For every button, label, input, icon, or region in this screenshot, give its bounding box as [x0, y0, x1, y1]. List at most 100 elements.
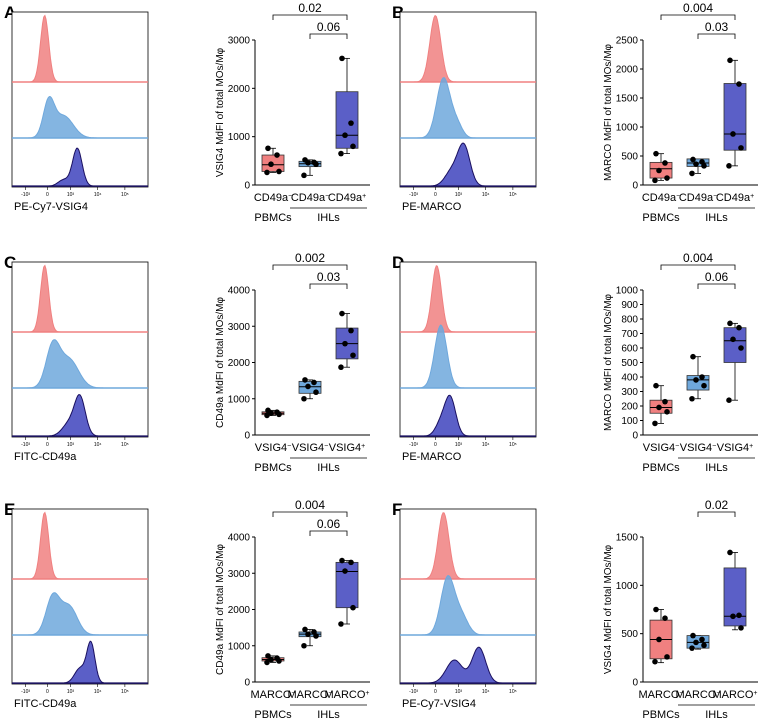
data-point	[264, 659, 270, 666]
histogram-tick-label: 0	[434, 442, 437, 448]
data-point	[653, 382, 659, 389]
group-label: PBMCs	[254, 709, 292, 721]
histogram-tick-label: 10⁴	[94, 192, 102, 198]
category-label: MARCO−	[250, 689, 295, 701]
significance-bracket	[697, 33, 736, 39]
y-tick-label: 2000	[228, 84, 251, 95]
data-point	[301, 395, 307, 402]
group-label: IHLs	[317, 462, 340, 474]
data-point	[264, 169, 270, 176]
data-point	[265, 145, 271, 152]
histogram-frame	[11, 508, 149, 685]
histogram-tick-label: 10⁵	[509, 689, 517, 695]
data-point	[693, 639, 699, 646]
y-tick-label: 4000	[228, 286, 251, 297]
negative-histogram-outline	[12, 95, 148, 139]
category-name: MARCO	[287, 689, 328, 701]
category-label: CD49a+	[328, 192, 366, 204]
data-point	[730, 131, 736, 137]
data-point	[653, 150, 659, 157]
category-name: VSIG4	[329, 442, 361, 454]
positive-histogram-outline	[12, 147, 148, 187]
histogram-tick-label: 10⁴	[482, 689, 490, 695]
data-point	[652, 420, 658, 427]
category-superscript: −	[675, 443, 679, 450]
data-point	[690, 156, 696, 163]
significance-bracket	[660, 264, 736, 270]
histogram-tick-label: 0	[46, 192, 49, 198]
histogram-tick-label: 10³	[67, 192, 75, 198]
positive-histogram	[400, 143, 536, 187]
category-superscript: −	[325, 193, 329, 200]
positive-histogram-outline	[12, 394, 148, 437]
y-tick-label: 2500	[616, 36, 639, 47]
category-name: MARCO	[324, 689, 365, 701]
data-point	[264, 412, 270, 419]
data-point	[350, 352, 356, 359]
histogram-frame	[399, 261, 537, 438]
panel-b: B-10³ 0 10³ 10⁴ 10⁵PE-MARCO05001000150020002…	[392, 1, 758, 224]
histogram-tick-label: 10⁵	[509, 442, 517, 448]
histogram: -10³ 0 10³ 10⁴ 10⁵	[11, 261, 149, 448]
pbmc-histogram	[12, 512, 148, 579]
pbmc-histogram-outline	[400, 265, 536, 333]
pbmc-histogram-outline	[12, 14, 148, 83]
negative-histogram	[400, 325, 536, 388]
histogram-tick-label: 10⁴	[482, 192, 490, 198]
category-name: CD49a	[679, 192, 714, 204]
positive-histogram	[12, 394, 148, 437]
histogram-tick-label: 0	[46, 689, 49, 695]
histogram-tick-label: 10⁵	[121, 689, 129, 695]
category-label: VSIG4+	[717, 442, 754, 454]
histogram-tick-label: 10⁵	[509, 192, 517, 198]
significance-bracket	[272, 14, 348, 20]
box-pos	[335, 561, 359, 609]
category-name: VSIG4	[643, 442, 675, 454]
data-point	[738, 345, 744, 351]
histogram-tick-label: 10³	[455, 442, 463, 448]
category-name: VSIG4	[680, 442, 712, 454]
pbmc-histogram-outline	[12, 511, 148, 580]
y-tick-label: 500	[621, 358, 638, 369]
y-tick-label: 0	[244, 431, 250, 442]
histogram-tick-label: 0	[46, 442, 49, 448]
data-point	[689, 395, 695, 402]
group-label: IHLs	[705, 709, 728, 721]
positive-histogram-outline	[400, 394, 536, 437]
pbmc-histogram	[12, 15, 148, 83]
p-value: 0.06	[317, 20, 341, 34]
y-tick-label: 700	[621, 329, 638, 340]
negative-histogram	[12, 339, 148, 388]
data-point	[656, 167, 662, 174]
positive-histogram-outline	[12, 640, 148, 684]
data-point	[736, 324, 742, 331]
panel-c: C-10³ 0 10³ 10⁴ 10⁵FITC-CD49a010002000300040…	[4, 251, 370, 474]
p-value: 0.03	[705, 20, 729, 34]
negative-histogram-outline	[400, 77, 536, 139]
y-tick-label: 0	[244, 181, 250, 192]
data-point	[301, 172, 307, 179]
category-superscript: +	[365, 690, 369, 697]
histogram: -10³ 0 10³ 10⁴ 10⁵	[11, 508, 149, 695]
pbmc-histogram	[12, 265, 148, 332]
data-point	[342, 568, 348, 574]
significance-bracket	[309, 530, 348, 536]
y-axis-label: VSIG4 MdFI of total MOs/Mφ	[603, 544, 614, 674]
p-value: 0.004	[683, 251, 713, 265]
data-point	[276, 658, 282, 664]
group-label: PBMCs	[254, 212, 292, 224]
category-superscript: −	[288, 193, 292, 200]
category-name: CD49a	[642, 192, 677, 204]
category-name: MARCO	[250, 689, 291, 701]
p-value: 0.02	[298, 1, 322, 15]
category-name: CD49a	[328, 192, 363, 204]
p-value: 0.004	[295, 498, 325, 512]
flow-axis-label: PE-Cy7-VSIG4	[14, 201, 88, 213]
data-point	[730, 613, 736, 620]
histogram-tick-label: 10³	[455, 192, 463, 198]
flow-axis-label: PE-MARCO	[402, 451, 462, 463]
category-superscript: −	[324, 443, 328, 450]
data-point	[736, 81, 742, 87]
